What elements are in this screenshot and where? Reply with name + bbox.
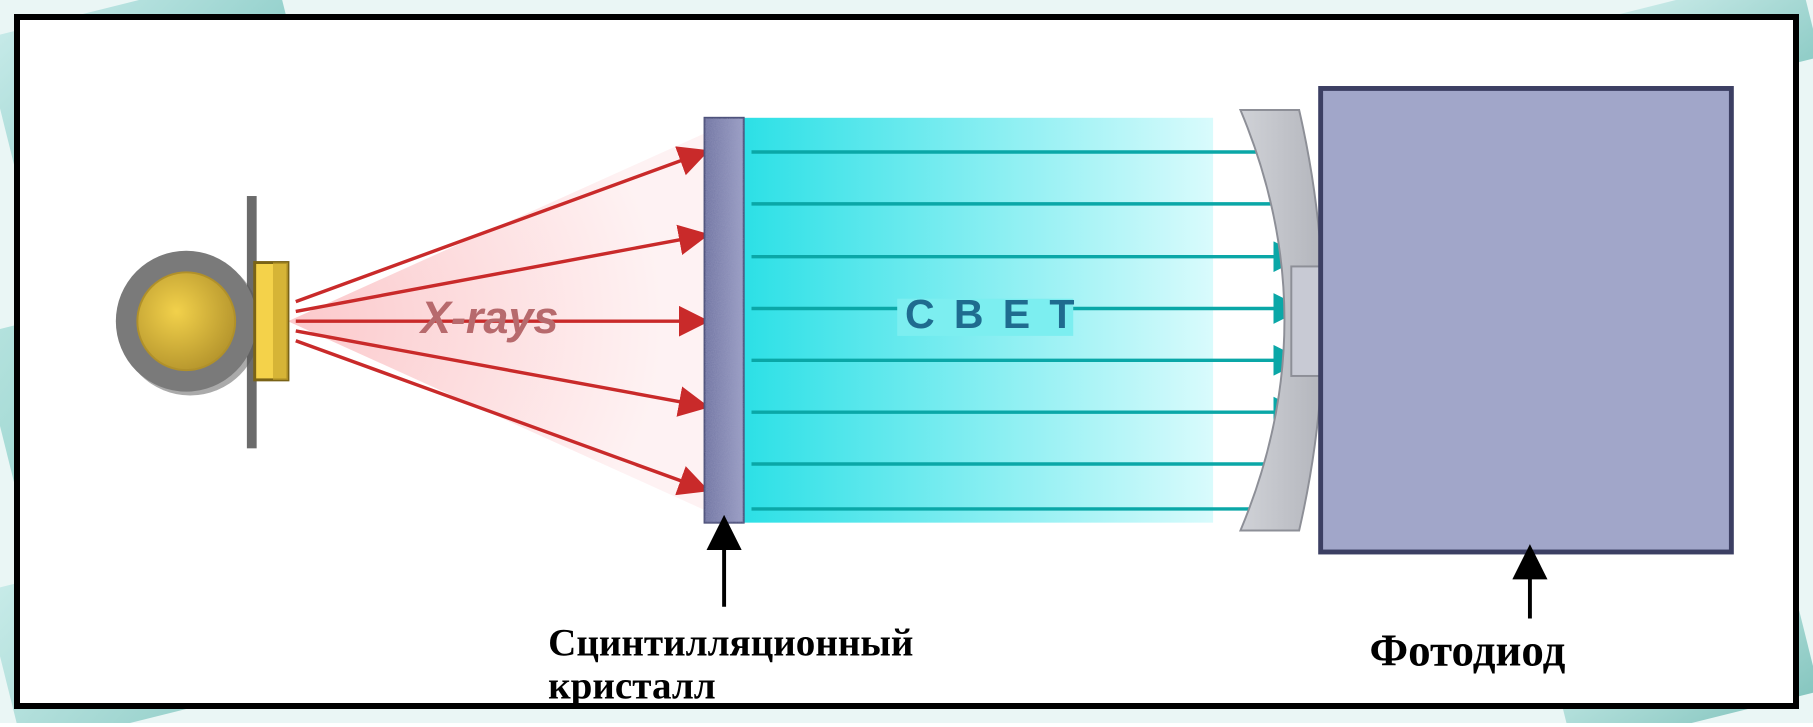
light-label: С В Е Т xyxy=(905,291,1078,337)
crystal-caption-line2: кристалл xyxy=(548,665,716,708)
xray-source xyxy=(116,196,288,448)
photodiode-caption: Фотодиод xyxy=(1370,625,1566,675)
photodiode-body xyxy=(1291,88,1731,552)
xray-label: X-rays xyxy=(418,292,558,343)
crystal-caption-line1: Сцинтилляционный xyxy=(548,622,913,665)
pointer-arrows: Сцинтилляционныйкристалл Фотодиод xyxy=(548,532,1566,707)
scintillation-crystal xyxy=(705,118,744,523)
diagram-frame: X-rays С В Е Т Сцинтилляционныйкристалл Фо… xyxy=(14,14,1799,709)
diagram-svg: X-rays С В Е Т Сцинтилляционныйкристалл Фо… xyxy=(20,20,1793,727)
